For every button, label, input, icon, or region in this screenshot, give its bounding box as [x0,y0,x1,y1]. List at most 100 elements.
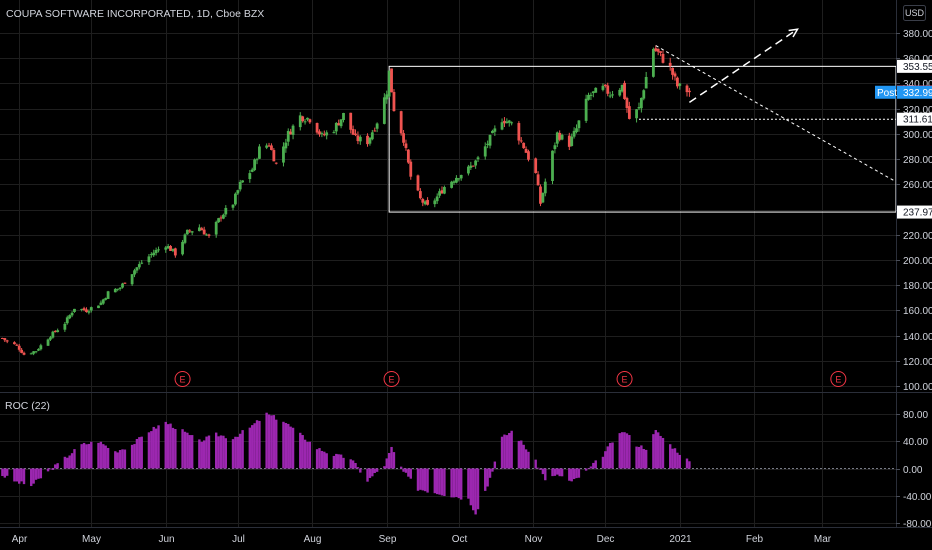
roc-bar [351,460,355,469]
roc-bar [385,458,388,469]
candle-body [611,94,614,96]
earnings-marker-circle[interactable] [616,371,633,387]
candle-body [678,83,682,86]
candle-body [334,122,338,132]
roc-bar [181,429,184,469]
roc-bar [99,441,103,469]
candle-body [558,132,562,140]
roc-bar [140,436,143,469]
candle-body [250,169,254,172]
candle-body [113,289,117,293]
roc-bar [80,444,83,469]
candle-body [85,309,88,313]
roc-bar [623,432,626,469]
candle-body [642,90,646,99]
candle-body [3,338,7,341]
currency-selector[interactable]: USD [903,5,926,21]
roc-bar [568,468,571,481]
candle-body [202,229,206,235]
symbol-title[interactable]: COUPA SOFTWARE INCORPORATED, 1D, Cboe BZ… [6,8,264,20]
roc-bar [589,466,593,469]
candle-body [536,174,540,186]
earnings-marker[interactable]: E [616,371,633,387]
roc-bar [253,423,256,469]
earnings-marker-circle[interactable] [383,371,400,387]
roc-bar [474,468,477,515]
roc-bar [510,430,513,469]
candle-body [570,136,574,146]
candle-body [467,166,470,174]
price-tick-label: 160.00 [903,306,932,317]
candle-body [608,95,612,97]
candle-body [29,353,33,355]
currency-label[interactable]: USD [905,8,925,18]
roc-bar [505,435,509,469]
roc-bar [183,431,187,469]
roc-bar [426,468,429,493]
candle-body [231,204,235,208]
roc-bar [308,441,312,469]
projection-arrow-head[interactable] [788,28,799,38]
earnings-marker-label: E [180,375,186,385]
roc-bar [349,459,352,469]
candle-body [140,262,144,264]
earnings-marker[interactable]: E [174,371,191,387]
candle-body [440,190,444,194]
candle-body [205,234,208,236]
roc-bar [205,436,208,469]
post-label-text: Post [877,88,897,99]
candle-body [688,90,691,93]
candle-body [551,150,554,182]
drawing-layer-front[interactable] [638,28,897,183]
candle-body [282,146,285,163]
roc-bar [39,468,43,479]
earnings-marker[interactable]: E [830,371,847,387]
candle-body [685,85,689,93]
roc-bar [265,412,268,469]
candle-body [20,349,24,353]
projection-arrow-line[interactable] [688,28,798,103]
roc-bar [500,436,504,469]
candle-body [219,217,223,219]
roc-bar [527,451,530,469]
candle-body [474,160,478,166]
roc-bar [539,468,542,470]
roc-bar [503,434,506,469]
roc-bar [469,468,473,506]
box-top-price-tag-text: 353.55 [903,62,932,73]
roc-bar [147,432,151,469]
roc-bar [678,454,682,469]
roc-indicator-title[interactable]: ROC (22) [5,400,50,412]
candle-body [306,117,309,120]
roc-bar [258,420,261,469]
earnings-marker-circle[interactable] [830,371,847,387]
roc-bar [337,454,340,469]
downtrend-dotted-line[interactable] [655,45,897,183]
candle-body [656,48,660,52]
earnings-marker-circle[interactable] [174,371,191,387]
candle-body [5,340,9,342]
price-tick-label: 280.00 [903,155,932,166]
roc-bar [284,423,288,469]
candle-body [572,130,576,137]
roc-bar [118,450,122,469]
roc-bar [270,415,273,469]
candle-body [149,254,153,256]
candle-body [49,337,52,340]
roc-axis[interactable]: 80.00 40.00 0.00 -40.00 -80.00 [896,410,932,530]
candle-body [654,48,658,51]
price-tick-label: 200.00 [903,256,932,267]
gridlines [0,0,896,527]
candle-body [527,151,530,160]
roc-bar [450,468,453,498]
roc-bar [20,468,23,482]
time-axis[interactable]: Apr May Jun Jul Aug Sep Oct Nov Dec 2021 Feb Mar [12,534,832,545]
candle-body [73,308,76,312]
roc-bar [656,432,660,469]
earnings-marker[interactable]: E [383,371,400,387]
roc-bar [407,468,410,477]
price-tick-label: 260.00 [903,180,932,191]
candle-body [258,146,261,159]
